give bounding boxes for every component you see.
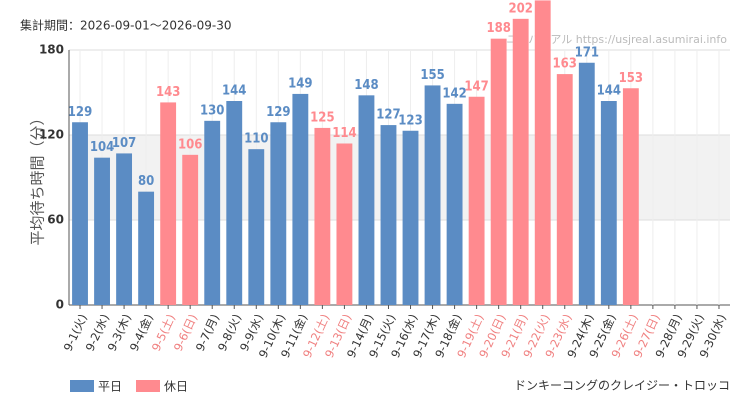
value-label: 143 xyxy=(156,85,180,100)
value-label: 107 xyxy=(112,136,136,151)
legend-label: 平日 xyxy=(98,380,122,394)
bar xyxy=(72,122,88,305)
grid-band xyxy=(69,135,730,220)
watermark: ユニバリアル https://usjreal.asumirai.info xyxy=(506,33,727,46)
y-tick-label: 180 xyxy=(39,43,64,57)
value-label: 106 xyxy=(178,137,202,152)
value-label: 147 xyxy=(464,79,488,94)
value-label: 163 xyxy=(553,57,577,72)
bar xyxy=(94,157,110,305)
value-label: 80 xyxy=(138,174,154,189)
bar xyxy=(402,130,419,305)
legend-swatch xyxy=(70,380,94,392)
value-label: 130 xyxy=(200,103,224,118)
chart-title: 集計期間：2026-09-01～2026-09-30 xyxy=(20,18,231,33)
bar xyxy=(160,102,177,306)
bar xyxy=(622,88,639,305)
y-axis-label: 平均待ち時間（分） xyxy=(29,110,47,245)
bar xyxy=(424,85,441,306)
value-label: 171 xyxy=(575,45,599,60)
value-label: 125 xyxy=(310,110,334,125)
bar xyxy=(138,191,155,305)
value-label: 202 xyxy=(508,1,532,16)
attraction-name: ドンキーコングのクレイジー・トロッコ xyxy=(514,379,730,393)
bar xyxy=(314,127,331,306)
bar xyxy=(248,149,265,305)
value-label: 155 xyxy=(420,68,444,83)
bar xyxy=(446,103,463,305)
legend-label: 休日 xyxy=(164,380,188,394)
y-tick-label: 60 xyxy=(47,213,64,227)
bar xyxy=(358,95,375,305)
bar xyxy=(226,101,243,305)
value-label: 142 xyxy=(442,86,466,101)
value-label: 144 xyxy=(222,84,246,99)
bar xyxy=(380,125,397,305)
bar xyxy=(578,62,595,305)
value-label: 144 xyxy=(597,84,621,99)
bar xyxy=(292,93,309,306)
value-label: 129 xyxy=(68,105,92,120)
bar xyxy=(556,74,573,305)
value-label: 129 xyxy=(266,105,290,120)
bar xyxy=(336,143,353,305)
bar xyxy=(468,96,485,305)
value-label: 114 xyxy=(332,126,356,141)
bar xyxy=(490,38,507,306)
value-label: 148 xyxy=(354,78,378,93)
bar xyxy=(534,0,551,306)
value-label: 188 xyxy=(486,21,510,36)
bar xyxy=(512,18,529,305)
value-label: 123 xyxy=(398,113,422,128)
value-label: 127 xyxy=(376,108,400,123)
bar xyxy=(204,120,221,305)
value-label: 149 xyxy=(288,76,312,91)
bar xyxy=(182,154,199,305)
value-label: 104 xyxy=(90,140,114,155)
bar xyxy=(116,153,133,305)
y-tick-label: 0 xyxy=(56,298,64,312)
bar xyxy=(600,101,617,305)
value-label: 110 xyxy=(244,132,268,147)
bar xyxy=(270,122,287,305)
value-label: 153 xyxy=(619,71,643,86)
y-tick-label: 120 xyxy=(39,128,64,142)
legend-swatch xyxy=(136,380,160,392)
